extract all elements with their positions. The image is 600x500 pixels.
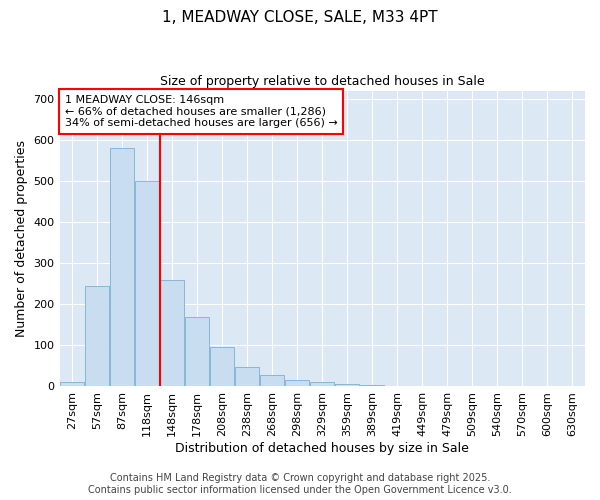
Bar <box>185 316 209 386</box>
Bar <box>235 366 259 386</box>
Y-axis label: Number of detached properties: Number of detached properties <box>15 140 28 337</box>
Bar <box>160 280 184 386</box>
Bar <box>260 376 284 386</box>
Text: 1, MEADWAY CLOSE, SALE, M33 4PT: 1, MEADWAY CLOSE, SALE, M33 4PT <box>162 10 438 25</box>
Bar <box>335 384 359 386</box>
Bar <box>60 382 84 386</box>
Bar <box>361 385 384 386</box>
Bar <box>85 286 109 386</box>
Bar <box>310 382 334 386</box>
Bar <box>135 181 159 386</box>
Text: 1 MEADWAY CLOSE: 146sqm
← 66% of detached houses are smaller (1,286)
34% of semi: 1 MEADWAY CLOSE: 146sqm ← 66% of detache… <box>65 95 338 128</box>
Bar <box>210 348 234 387</box>
X-axis label: Distribution of detached houses by size in Sale: Distribution of detached houses by size … <box>175 442 469 455</box>
Bar <box>286 380 309 386</box>
Text: Contains HM Land Registry data © Crown copyright and database right 2025.
Contai: Contains HM Land Registry data © Crown c… <box>88 474 512 495</box>
Title: Size of property relative to detached houses in Sale: Size of property relative to detached ho… <box>160 75 485 88</box>
Bar <box>110 148 134 386</box>
